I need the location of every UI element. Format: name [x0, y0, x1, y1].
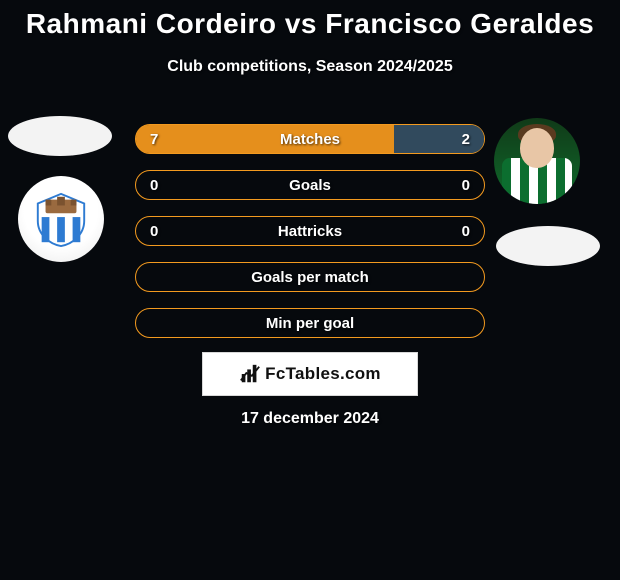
stat-row: 0 Goals 0 [135, 170, 485, 200]
stat-fill-left [136, 125, 394, 153]
brand-box: FcTables.com [202, 352, 418, 396]
player1-club-badge [18, 176, 104, 262]
stat-value-left: 0 [150, 223, 158, 240]
stat-value-left: 0 [150, 177, 158, 194]
page-title: Rahmani Cordeiro vs Francisco Geraldes [0, 0, 620, 40]
stat-value-right: 2 [462, 131, 470, 148]
stat-label: Goals per match [251, 269, 369, 286]
player2-club-badge-placeholder [496, 226, 600, 266]
malaga-badge-icon [32, 190, 90, 248]
subtitle: Club competitions, Season 2024/2025 [0, 58, 620, 76]
stat-row: Goals per match [135, 262, 485, 292]
player1-portrait-placeholder [8, 116, 112, 156]
vs-text: vs [285, 8, 317, 39]
stat-label: Matches [280, 131, 340, 148]
stat-row: 0 Hattricks 0 [135, 216, 485, 246]
player2-portrait [494, 118, 580, 204]
date-text: 17 december 2024 [241, 410, 379, 428]
stat-label: Hattricks [278, 223, 342, 240]
brand-text: FcTables.com [265, 364, 381, 384]
stat-value-right: 0 [462, 177, 470, 194]
stat-fill-right [394, 125, 484, 153]
portrait-head [520, 128, 554, 168]
stat-label: Goals [289, 177, 331, 194]
stat-row: Min per goal [135, 308, 485, 338]
stat-row: 7 Matches 2 [135, 124, 485, 154]
stat-value-right: 0 [462, 223, 470, 240]
stat-value-left: 7 [150, 131, 158, 148]
player1-name: Rahmani Cordeiro [26, 8, 277, 39]
bar-chart-icon [239, 363, 261, 385]
player2-name: Francisco Geraldes [325, 8, 594, 39]
stat-label: Min per goal [266, 315, 354, 332]
stats-container: 7 Matches 2 0 Goals 0 0 Hattricks 0 Goals per mat… [135, 124, 485, 354]
